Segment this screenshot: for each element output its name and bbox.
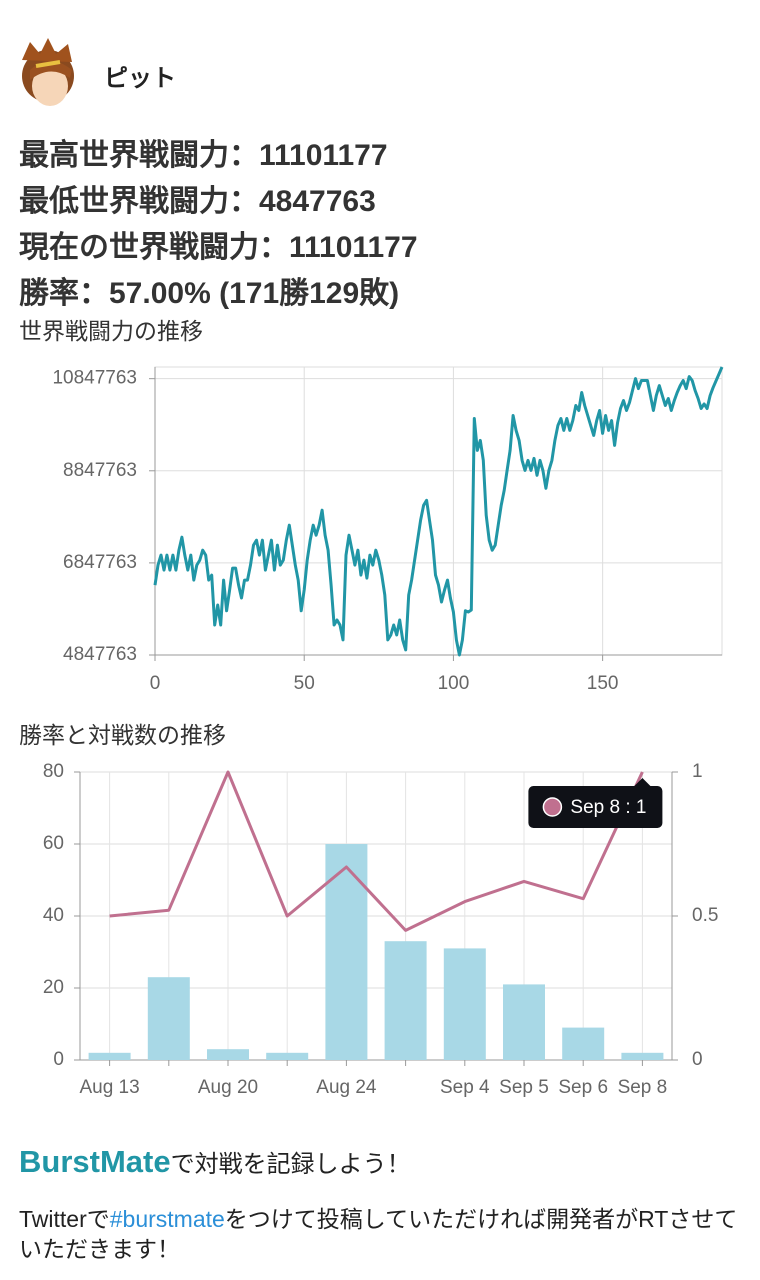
x-tick-label: Sep 5 [499, 1077, 549, 1098]
x-tick-label: Sep 4 [440, 1077, 490, 1098]
x-tick-label: Sep 6 [558, 1077, 608, 1098]
line-series [153, 366, 724, 657]
avatar [22, 38, 74, 106]
chart-title: 世界戦闘力の推移 [19, 318, 203, 344]
stat: 現在の世界戦闘力：11101177 [19, 231, 418, 264]
player-name: ピット [104, 65, 176, 92]
brand[interactable]: BurstMate [19, 1144, 171, 1179]
text: Twitterで [19, 1206, 110, 1232]
bar [266, 1052, 309, 1060]
x-tick-label: 50 [294, 673, 315, 694]
bar [88, 1052, 131, 1060]
bar [384, 941, 427, 1060]
y-tick-label: 4847763 [63, 644, 137, 665]
y-tick-label: 6847763 [63, 552, 137, 573]
bar [207, 1049, 249, 1060]
footer-headline: BurstMateで対戦を記録しよう！ [19, 1144, 411, 1180]
stat: 最低世界戦闘力：4847763 [19, 185, 376, 218]
x-tick-label: Aug 13 [79, 1077, 139, 1098]
tooltip-pointer [634, 778, 651, 786]
y2-tick-label: 0 [692, 1049, 703, 1070]
y-tick-label: 60 [43, 833, 64, 854]
y-tick-label: 10847763 [52, 368, 137, 389]
footer-text: Twitterで#burstmateをつけて投稿していただければ開発者がRTさせ… [19, 1204, 739, 1264]
bar [147, 977, 190, 1060]
stat: 最高世界戦闘力：11101177 [19, 139, 388, 172]
bar [503, 984, 545, 1060]
text: をつけて投稿していただければ開発者がRTさせていただきます！ [19, 1206, 738, 1262]
chart-title: 勝率と対戦数の推移 [19, 722, 226, 748]
tagline: で対戦を記録しよう！ [170, 1151, 411, 1178]
plot-frame [154, 366, 723, 656]
bar [325, 844, 368, 1060]
line-series [109, 770, 644, 932]
y-tick-label: 40 [43, 905, 64, 926]
tooltip-swatch [542, 797, 563, 817]
x-tick-label: 150 [587, 673, 619, 694]
bar [621, 1052, 664, 1060]
y-tick-label: 0 [53, 1049, 64, 1070]
y-tick-label: 20 [43, 977, 64, 998]
bar [443, 948, 486, 1060]
x-tick-label: Sep 8 [618, 1077, 668, 1098]
hashtag-link[interactable]: #burstmate [109, 1206, 225, 1232]
x-tick-label: 100 [438, 673, 470, 694]
x-tick-label: Aug 20 [198, 1077, 258, 1098]
tooltip [528, 786, 663, 828]
stat: 勝率：57.00% (171勝129敗) [19, 277, 400, 310]
tooltip-text: Sep 8 : 1 [570, 797, 646, 818]
y-tick-label: 80 [43, 761, 64, 782]
y-tick-label: 8847763 [63, 460, 137, 481]
x-tick-label: 0 [150, 673, 161, 694]
bar [562, 1027, 605, 1060]
x-tick-label: Aug 24 [316, 1077, 377, 1098]
y2-tick-label: 1 [692, 761, 703, 782]
y2-tick-label: 0.5 [692, 905, 718, 926]
